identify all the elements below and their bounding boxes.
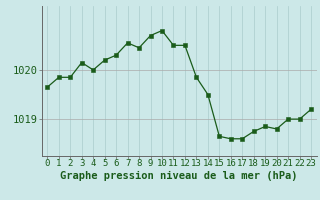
X-axis label: Graphe pression niveau de la mer (hPa): Graphe pression niveau de la mer (hPa) bbox=[60, 171, 298, 181]
